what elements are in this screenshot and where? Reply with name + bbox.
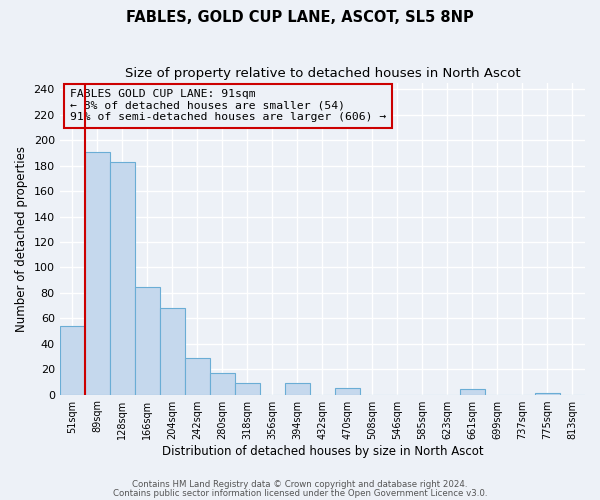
X-axis label: Distribution of detached houses by size in North Ascot: Distribution of detached houses by size …	[161, 444, 483, 458]
Text: FABLES, GOLD CUP LANE, ASCOT, SL5 8NP: FABLES, GOLD CUP LANE, ASCOT, SL5 8NP	[126, 10, 474, 25]
Y-axis label: Number of detached properties: Number of detached properties	[15, 146, 28, 332]
Bar	[285, 383, 310, 394]
Title: Size of property relative to detached houses in North Ascot: Size of property relative to detached ho…	[125, 68, 520, 80]
Text: Contains public sector information licensed under the Open Government Licence v3: Contains public sector information licen…	[113, 488, 487, 498]
Bar	[460, 390, 485, 394]
Text: Contains HM Land Registry data © Crown copyright and database right 2024.: Contains HM Land Registry data © Crown c…	[132, 480, 468, 489]
Text: FABLES GOLD CUP LANE: 91sqm
← 8% of detached houses are smaller (54)
91% of semi: FABLES GOLD CUP LANE: 91sqm ← 8% of deta…	[70, 90, 386, 122]
Bar	[210, 373, 235, 394]
Bar	[160, 308, 185, 394]
Bar	[110, 162, 135, 394]
Bar	[335, 388, 360, 394]
Bar	[59, 326, 85, 394]
Bar	[185, 358, 210, 395]
Bar	[235, 383, 260, 394]
Bar	[135, 286, 160, 395]
Bar	[85, 152, 110, 394]
